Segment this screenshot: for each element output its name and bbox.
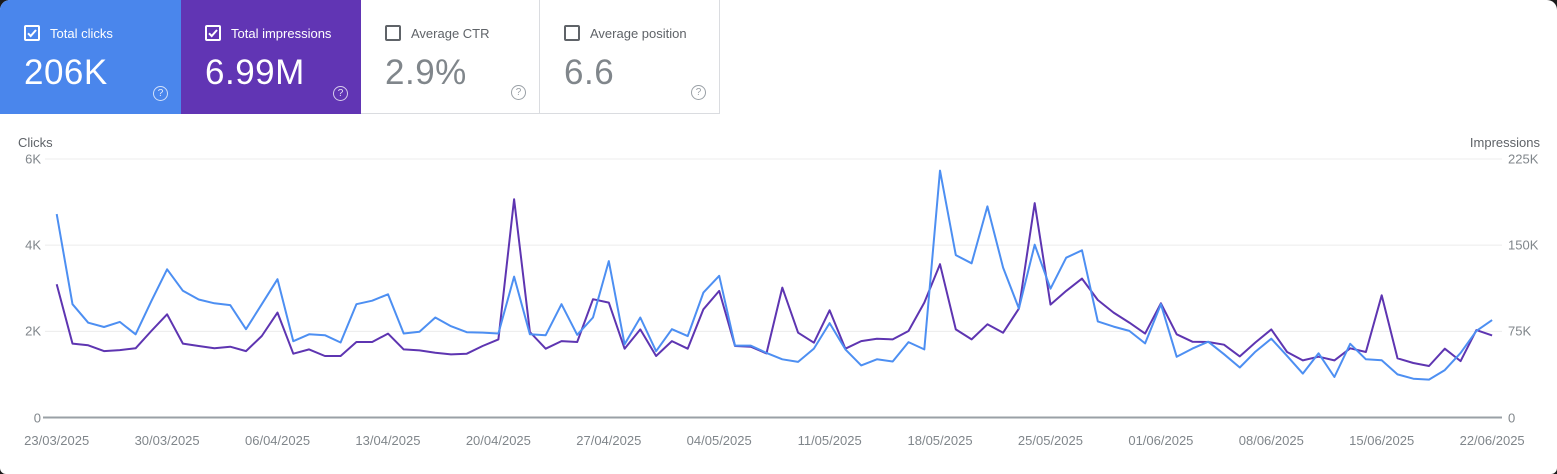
card-label: Average CTR	[411, 25, 490, 41]
card-header: Average CTR	[385, 25, 539, 41]
right-axis-tick: 75K	[1508, 323, 1532, 339]
x-axis-label: 18/05/2025	[907, 433, 973, 448]
left-axis-tick: 6K	[25, 151, 41, 167]
help-icon[interactable]: ?	[511, 85, 526, 100]
right-axis-tick: 0	[1508, 410, 1516, 425]
help-icon[interactable]: ?	[691, 85, 706, 100]
x-axis-label: 13/04/2025	[355, 433, 421, 448]
x-axis-label: 11/05/2025	[797, 433, 862, 448]
total-clicks-value: 206K	[24, 53, 108, 92]
total-impressions-card[interactable]: Total impressions 6.99M ?	[181, 0, 361, 114]
card-label: Average position	[590, 25, 687, 41]
card-header: Total impressions	[205, 25, 361, 41]
right-axis-title: Impressions	[1469, 135, 1540, 150]
help-icon[interactable]: ?	[153, 86, 168, 101]
x-axis-label: 30/03/2025	[134, 433, 200, 448]
left-axis-tick: 4K	[25, 237, 41, 253]
clicks-line[interactable]	[55, 169, 1493, 381]
average-ctr-checkbox[interactable]	[385, 25, 401, 41]
x-axis-label: 23/03/2025	[24, 433, 90, 448]
total-impressions-value: 6.99M	[205, 53, 305, 92]
x-axis-label: 22/06/2025	[1459, 433, 1525, 448]
left-axis-tick: 2K	[25, 323, 41, 339]
x-axis-label: 25/05/2025	[1017, 433, 1083, 448]
card-label: Total impressions	[231, 25, 332, 41]
left-axis-title: Clicks	[18, 135, 53, 150]
average-ctr-value: 2.9%	[385, 53, 467, 92]
check-icon	[208, 29, 218, 38]
right-axis-tick: 225K	[1508, 151, 1539, 167]
card-label: Total clicks	[50, 25, 113, 41]
left-axis-tick: 0	[33, 410, 41, 425]
average-position-value: 6.6	[564, 53, 615, 92]
x-axis-label: 04/05/2025	[686, 433, 752, 448]
x-axis-label: 01/06/2025	[1128, 433, 1194, 448]
metric-cards: Total clicks 206K ? Total impressions 6.…	[0, 0, 720, 114]
help-icon[interactable]: ?	[333, 86, 348, 101]
x-axis-label: 08/06/2025	[1238, 433, 1304, 448]
right-axis-tick: 150K	[1508, 237, 1539, 253]
total-clicks-card[interactable]: Total clicks 206K ?	[0, 0, 181, 114]
impressions-line[interactable]	[55, 198, 1493, 367]
x-axis-label: 20/04/2025	[465, 433, 531, 448]
total-impressions-checkbox[interactable]	[205, 25, 221, 41]
average-position-checkbox[interactable]	[564, 25, 580, 41]
total-clicks-checkbox[interactable]	[24, 25, 40, 41]
average-position-card[interactable]: Average position 6.6 ?	[540, 0, 720, 114]
x-axis-label: 06/04/2025	[244, 433, 311, 448]
x-axis-label: 27/04/2025	[576, 433, 642, 448]
check-icon	[27, 29, 37, 38]
card-header: Average position	[564, 25, 719, 41]
x-axis-label: 15/06/2025	[1349, 433, 1415, 448]
card-header: Total clicks	[24, 25, 181, 41]
average-ctr-card[interactable]: Average CTR 2.9% ?	[361, 0, 540, 114]
